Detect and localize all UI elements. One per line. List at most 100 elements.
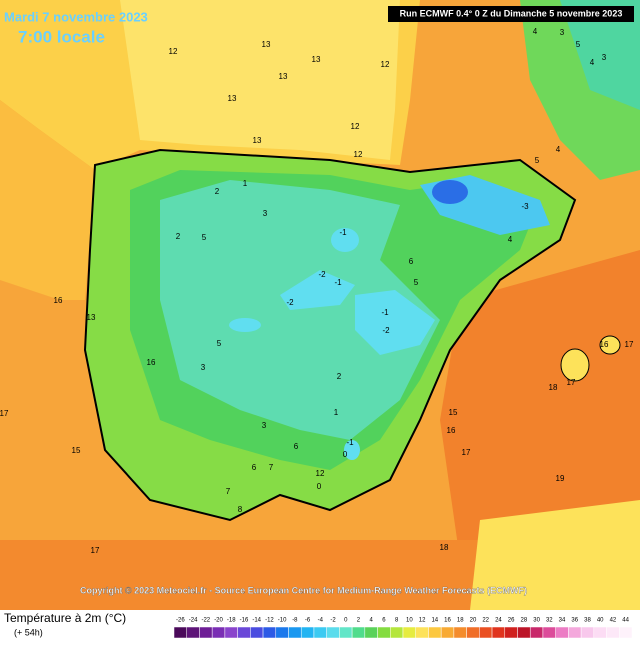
contour-label: 16 (447, 426, 456, 435)
cold-patch (229, 318, 261, 332)
contour-label: 17 (567, 378, 576, 387)
contour-label: 13 (262, 40, 271, 49)
cold-patch (344, 440, 360, 460)
scale-label: 28 (521, 618, 528, 624)
contour-label: 3 (262, 421, 267, 430)
contour-label: 13 (279, 72, 288, 81)
contour-label: 7 (269, 463, 274, 472)
contour-label: 13 (87, 313, 96, 322)
scale-swatch (364, 626, 378, 639)
scale-label: -14 (252, 618, 261, 624)
scale-swatch (288, 626, 302, 639)
scale-label: 38 (584, 618, 591, 624)
scale-label: 20 (470, 618, 477, 624)
contour-label: 6 (294, 442, 299, 451)
scale-swatch (466, 626, 480, 639)
contour-label: 0 (343, 450, 348, 459)
contour-label: 12 (169, 47, 178, 56)
contour-label: 13 (228, 94, 237, 103)
scale-label: 4 (370, 618, 374, 624)
scale-swatch (199, 626, 213, 639)
scale-label: 42 (610, 618, 617, 624)
scale-label: 0 (344, 618, 348, 624)
map-date: Mardi 7 novembre 2023 (4, 9, 148, 24)
legend-title: Température à 2m (°C) (4, 611, 126, 625)
scale-swatch (479, 626, 493, 639)
contour-label: 3 (263, 209, 268, 218)
scale-label: 14 (431, 618, 438, 624)
contour-label: 6 (409, 257, 414, 266)
scale-swatch (619, 626, 633, 639)
scale-label: -20 (214, 618, 223, 624)
contour-label: 8 (238, 505, 243, 514)
scale-swatch (568, 626, 582, 639)
scale-label: 8 (395, 618, 399, 624)
scale-swatch (339, 626, 353, 639)
island (599, 335, 621, 355)
contour-label: 16 (54, 296, 63, 305)
scale-label: 22 (482, 618, 489, 624)
contour-label: 3 (602, 53, 607, 62)
scale-label: -8 (292, 618, 298, 624)
scale-swatch (542, 626, 556, 639)
contour-label: 12 (381, 60, 390, 69)
scale-swatch (326, 626, 340, 639)
contour-label: 18 (440, 543, 449, 552)
contour-label: 2 (176, 232, 181, 241)
scale-label: -4 (318, 618, 324, 624)
contour-label: -1 (346, 438, 354, 447)
scale-label: 18 (457, 618, 464, 624)
alps-cold (560, 0, 640, 110)
contour-label: 4 (533, 27, 538, 36)
scale-swatch (491, 626, 506, 639)
scale-swatch (211, 626, 226, 639)
contour-label: -2 (286, 298, 294, 307)
scale-label: 12 (419, 618, 426, 624)
scale-label: 40 (597, 618, 604, 624)
contour-label: 4 (590, 58, 595, 67)
contour-label: -1 (381, 308, 389, 317)
contour-label: 18 (549, 383, 558, 392)
scale-swatch (275, 626, 289, 639)
contour-label: 5 (535, 156, 540, 165)
contour-label: 19 (556, 474, 565, 483)
contour-label: 12 (316, 469, 325, 478)
scale-swatch (313, 626, 327, 639)
scale-label: -18 (227, 618, 236, 624)
contour-label: 4 (508, 235, 513, 244)
scale-swatch (250, 626, 264, 639)
contour-label: 2 (337, 372, 342, 381)
scale-swatch (300, 626, 315, 639)
contour-label: 12 (354, 150, 363, 159)
scale-label: -16 (240, 618, 249, 624)
run-box (388, 6, 634, 22)
scale-swatch (351, 626, 366, 639)
scale-label: -10 (278, 618, 287, 624)
france (120, 0, 400, 160)
contour-label: -1 (339, 228, 347, 237)
run-info: Run ECMWF 0.4° 0 Z du Dimanche 5 novembr… (400, 8, 623, 18)
scale-swatch (555, 626, 569, 639)
scale-label: 24 (495, 618, 502, 624)
contour-label: 13 (253, 136, 262, 145)
contour-label: 15 (72, 446, 81, 455)
contour-label: 17 (462, 448, 471, 457)
scale-label: -22 (201, 618, 210, 624)
scale-label: 34 (559, 618, 566, 624)
cold-core (432, 180, 468, 204)
scale-swatch (440, 626, 455, 639)
contour-label: -2 (318, 270, 326, 279)
legend-subtitle: (+ 54h) (14, 627, 43, 637)
contour-label: 3 (201, 363, 206, 372)
scale-label: 26 (508, 618, 515, 624)
sea-east (440, 250, 640, 560)
scale-label: -24 (189, 618, 198, 624)
contour-label: 2 (215, 187, 220, 196)
contour-label: 17 (91, 546, 100, 555)
scale-swatch (237, 626, 251, 639)
scale-swatch (517, 626, 531, 639)
scale-swatch (415, 626, 429, 639)
scale-swatch (580, 626, 595, 639)
scale-label: -6 (305, 618, 311, 624)
